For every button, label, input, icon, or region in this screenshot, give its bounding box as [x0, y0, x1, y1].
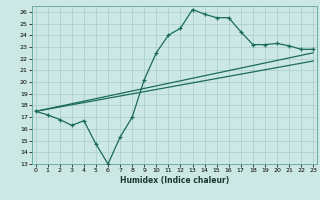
X-axis label: Humidex (Indice chaleur): Humidex (Indice chaleur) — [120, 176, 229, 185]
